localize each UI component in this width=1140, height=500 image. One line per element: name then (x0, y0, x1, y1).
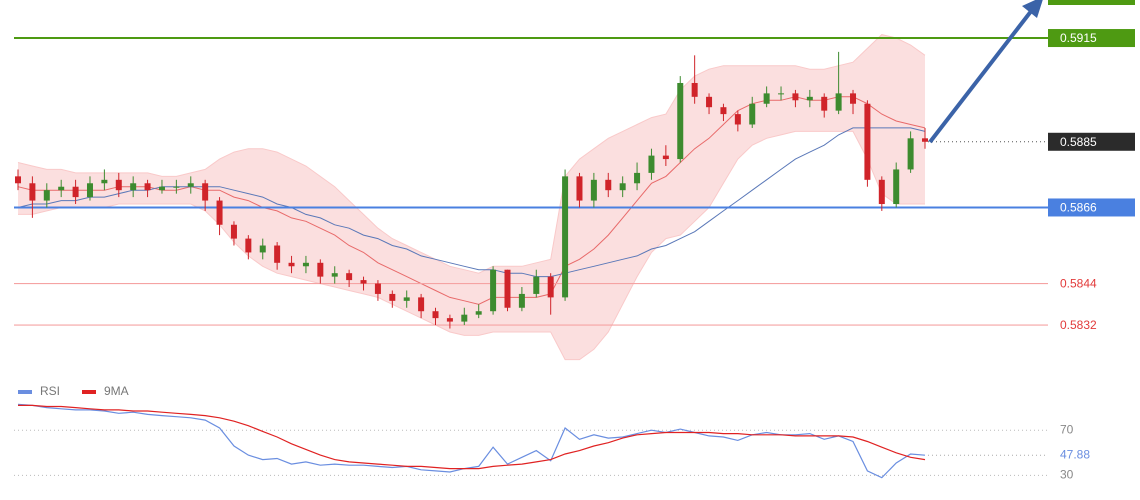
candle-body (677, 82, 684, 160)
candle-body (346, 273, 353, 281)
candle-body (446, 318, 453, 322)
candle-body (216, 200, 223, 225)
band-fill (18, 34, 925, 360)
candle-body (907, 138, 914, 170)
candle-body (58, 186, 65, 191)
moving-average (17, 127, 926, 278)
candle-body (619, 183, 626, 191)
last-price-box (1048, 132, 1135, 151)
candle-body (15, 176, 21, 184)
candle-body (490, 269, 497, 312)
band-upper (17, 34, 926, 274)
candle-body (173, 186, 180, 188)
price-panel: 0.5915 0.5866 0.5844 0.5832 0.5885 (14, 0, 1135, 361)
level-label-box (1048, 198, 1135, 217)
legend-swatch (18, 390, 32, 394)
series-line (17, 403, 926, 479)
candle-body (691, 82, 698, 97)
candle-body (576, 176, 583, 201)
candle-body (806, 96, 813, 101)
level-label-box (1048, 29, 1135, 48)
y-tick-label: 30 (1060, 468, 1074, 482)
candle-body (115, 179, 122, 191)
candle-body (821, 96, 828, 111)
candle-body (72, 186, 79, 198)
candle-body (634, 172, 641, 184)
target-box (1048, 0, 1135, 5)
candle-body (547, 276, 554, 298)
candle-body (835, 93, 842, 111)
candle-body (778, 93, 785, 95)
candle-body (101, 179, 108, 184)
candle-body (706, 96, 713, 108)
candle-body (475, 311, 482, 315)
candle-body (590, 179, 597, 201)
candle-body (763, 93, 770, 104)
candle-body (850, 93, 857, 104)
candle-body (864, 103, 871, 180)
candle-body (720, 107, 727, 115)
candle-body (504, 269, 511, 308)
candle-body (648, 155, 655, 173)
candle-body (403, 297, 410, 301)
candle-body (259, 245, 266, 253)
level-label: 0.5844 (1060, 277, 1097, 291)
y-tick-label: 70 (1060, 422, 1074, 436)
candle-body (317, 262, 324, 277)
candle-body (518, 293, 525, 308)
candle-body (893, 169, 900, 205)
candle-body (734, 114, 741, 125)
candle-body (158, 186, 165, 191)
arrow-head (1022, 0, 1043, 18)
candle-body (389, 293, 396, 301)
candle-body (662, 155, 669, 160)
legend-swatch (82, 390, 96, 394)
candle-body (43, 190, 50, 201)
level-label: 0.5866 (1060, 201, 1097, 215)
candle-body (245, 238, 252, 253)
candle-body (562, 176, 569, 298)
candle-body (432, 311, 439, 319)
candle-body (288, 262, 295, 267)
candle-body (86, 183, 93, 198)
series-line (18, 404, 926, 470)
rsi-panel: 30 70 RSI 9MA 47.88 (14, 384, 1090, 482)
candle-body (187, 183, 194, 187)
candle-body (461, 314, 468, 322)
candle-body (792, 93, 799, 101)
legend-label: RSI (40, 384, 60, 398)
candle-body (605, 179, 612, 191)
candle-body (374, 283, 381, 294)
candle-body (878, 179, 885, 205)
band-mid (17, 96, 926, 305)
candle-body (922, 138, 928, 142)
candle-body (29, 183, 36, 201)
candle-body (749, 103, 756, 125)
candle-body (302, 262, 309, 267)
last-price-label: 0.5885 (1060, 135, 1097, 149)
level-label: 0.5915 (1060, 31, 1097, 45)
candle-body (202, 183, 209, 201)
candle-body (360, 280, 367, 284)
legend-label: 9MA (104, 384, 129, 398)
candle-body (418, 297, 425, 312)
candle-body (533, 276, 540, 294)
candle-body (230, 224, 237, 239)
current-value: 47.88 (1060, 447, 1090, 461)
band-lower (18, 130, 925, 361)
projection-arrow (928, 8, 1034, 144)
candle-body (274, 245, 281, 263)
candle-body (331, 273, 338, 277)
candle-body (130, 183, 137, 191)
level-label: 0.5832 (1060, 318, 1097, 332)
candle-body (144, 183, 151, 191)
